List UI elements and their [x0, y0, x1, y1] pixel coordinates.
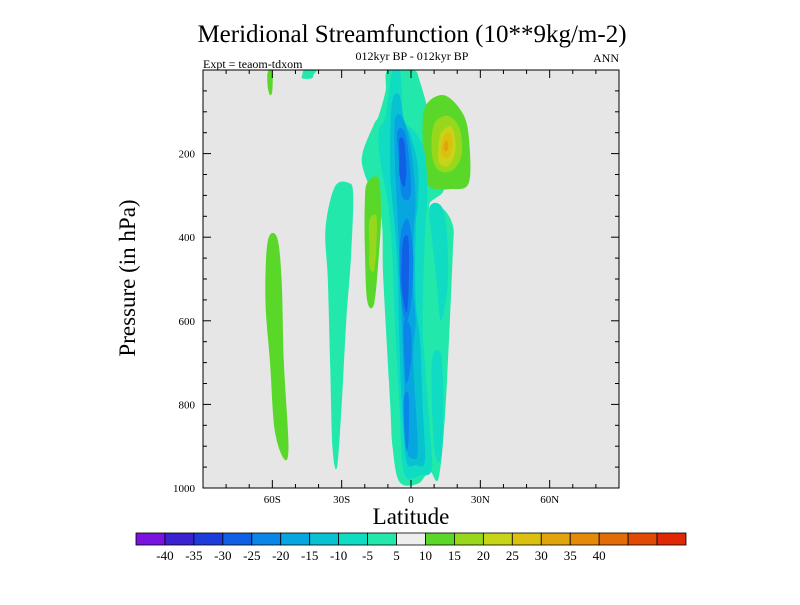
y-tick-label: 600 [179, 316, 196, 328]
colorbar-box [511, 532, 542, 546]
colorbar-box [164, 532, 195, 546]
colorbar-box [598, 532, 629, 546]
colorbar-label: -15 [301, 548, 318, 563]
y-axis-label: Pressure (in hPa) [115, 199, 140, 356]
colorbar-label: 20 [477, 548, 490, 563]
contour-region-pos5-3 [265, 232, 289, 461]
y-tick-label: 200 [179, 149, 196, 161]
colorbar-box [309, 532, 340, 546]
x-tick-label: 30N [471, 494, 490, 506]
colorbar-label: 40 [593, 548, 606, 563]
colorbar-box [425, 532, 455, 546]
colorbar-box [135, 532, 166, 546]
colorbar-box [222, 532, 253, 546]
experiment-label: Expt = teaom-tdxom [203, 57, 303, 71]
colorbar-box [193, 532, 224, 546]
colorbar: -40 -35 -30 -25 -20 -15 -10 -5 5 10 15 20 25 30 35 40 [135, 532, 687, 563]
x-tick-label: 60S [264, 494, 281, 506]
colorbar-label: 25 [506, 548, 519, 563]
axis-ticks: 60S 30S 0 30N 60N 200 400 600 800 1000 [173, 70, 619, 506]
colorbar-box [627, 532, 658, 546]
x-tick-label: 0 [408, 494, 414, 506]
colorbar-box [482, 532, 513, 546]
colorbar-box [540, 532, 571, 546]
contour-region-neg10-8 [429, 202, 449, 321]
contour-region-pos5-6 [267, 70, 273, 96]
x-tick-label: 30S [333, 494, 350, 506]
y-tick-label: 1000 [173, 483, 196, 495]
colorbar-label: 10 [419, 548, 432, 563]
colorbar-label: 35 [564, 548, 577, 563]
contour-region-neg10-9 [431, 349, 444, 463]
colorbar-box [454, 532, 484, 546]
colorbar-label: 15 [448, 548, 461, 563]
contour-regions [265, 70, 471, 486]
season-label: ANN [593, 51, 619, 65]
colorbar-label: -35 [185, 548, 202, 563]
contour-region-pos25-20 [443, 140, 449, 152]
chart-title: Meridional Streamfunction (10**9kg/m-2) [197, 21, 626, 48]
colorbar-box [656, 532, 687, 546]
contour-region-neg30-21 [399, 137, 407, 188]
contour-region-neg5-1 [325, 181, 354, 470]
y-tick-label: 400 [179, 232, 196, 244]
y-tick-label: 800 [179, 399, 196, 411]
contour-region-neg5-0 [301, 70, 317, 79]
x-axis-label: Latitude [373, 504, 450, 529]
colorbar-box [338, 532, 368, 546]
colorbar-label: -10 [330, 548, 347, 563]
colorbar-box [251, 532, 282, 546]
contour-region-neg25-19 [403, 391, 410, 451]
colorbar-label: -30 [214, 548, 231, 563]
colorbar-label: -20 [272, 548, 289, 563]
colorbar-label: 30 [535, 548, 548, 563]
colorbar-box [569, 532, 600, 546]
colorbar-box [396, 532, 426, 546]
colorbar-label: 5 [393, 548, 400, 563]
x-tick-label: 60N [540, 494, 559, 506]
colorbar-label: -40 [156, 548, 173, 563]
colorbar-box [367, 532, 397, 546]
colorbar-label: -25 [243, 548, 260, 563]
chart-subtitle: 012kyr BP - 012kyr BP [356, 49, 469, 63]
colorbar-label: -5 [362, 548, 373, 563]
contour-region-neg25-18 [403, 319, 412, 384]
colorbar-box [280, 532, 311, 546]
contour-region-neg30-22 [401, 235, 410, 313]
contour-region-pos10-11 [368, 214, 377, 273]
